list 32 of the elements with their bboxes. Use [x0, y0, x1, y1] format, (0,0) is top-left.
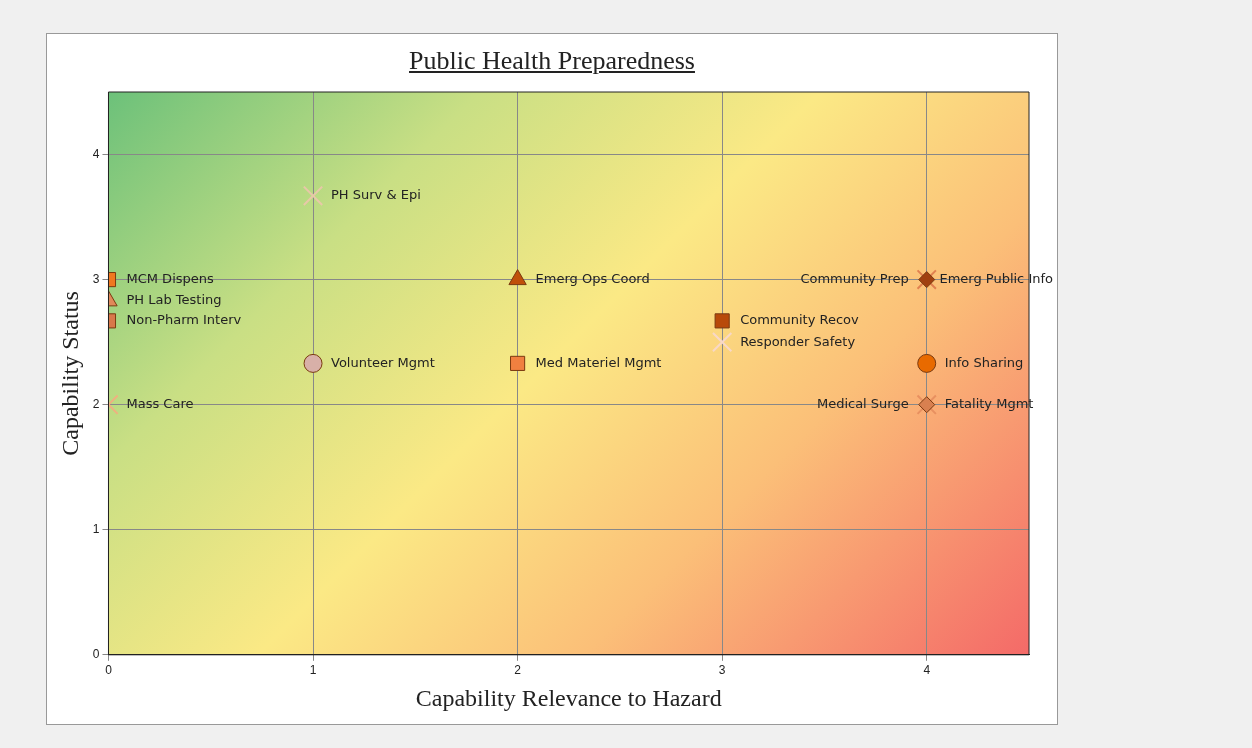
series-label: Non-Pharm Interv: [126, 312, 242, 328]
series-label: Community Prep: [800, 270, 909, 286]
series-label: MCM Dispens: [126, 270, 214, 286]
point: [714, 313, 730, 329]
y-tick-label: 2: [92, 396, 100, 411]
series-label: Volunteer Mgmt: [331, 354, 435, 370]
point: [508, 269, 527, 286]
point: [917, 353, 937, 373]
series-label: PH Surv & Epi: [331, 187, 421, 203]
series-label: Medical Surge: [816, 396, 909, 412]
x-tick-label: 2: [514, 663, 522, 678]
x-tick-label: 4: [923, 663, 931, 678]
y-tick-label: 1: [92, 522, 100, 537]
y-tick-label: 0: [92, 647, 100, 662]
series-label: Emerg Public Info: [939, 270, 1054, 286]
series-label: Emerg Ops Coord: [535, 270, 650, 286]
point: [711, 331, 733, 353]
point: [510, 355, 526, 371]
series-label: PH Lab Testing: [126, 292, 222, 308]
x-tick-label: 0: [105, 663, 113, 678]
x-tick-label: 1: [309, 663, 317, 678]
y-tick-label: 3: [92, 271, 100, 286]
x-axis-title: Capability Relevance to Hazard: [415, 684, 722, 711]
series-label: Med Materiel Mgmt: [535, 354, 662, 370]
series-label: Mass Care: [126, 396, 194, 412]
series-label: Responder Safety: [740, 333, 856, 349]
series-label: Info Sharing: [944, 354, 1024, 370]
series-label: Community Recov: [740, 312, 860, 328]
x-tick-label: 3: [718, 663, 726, 678]
y-tick-label: 4: [92, 146, 100, 161]
chart-title: Public Health Preparedness: [408, 46, 696, 76]
y-axis-title: Capability Status: [56, 291, 83, 456]
